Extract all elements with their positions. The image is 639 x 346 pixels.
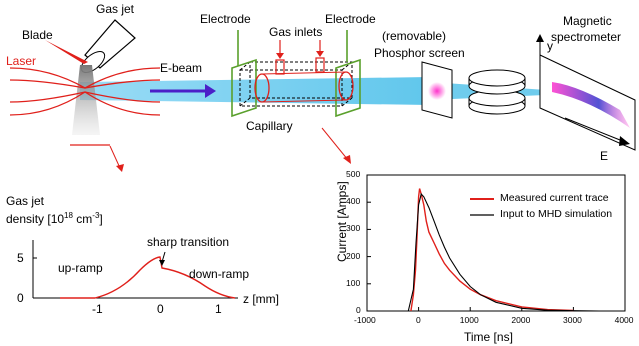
axis-y-label: y	[547, 39, 553, 53]
x-tick-label: -1000	[354, 315, 376, 325]
legend-measured: Measured current trace	[500, 192, 609, 204]
density-title-2: density [1018 cm-3]	[6, 211, 103, 226]
capillary-assembly	[231, 30, 361, 118]
spectrometer-label-2: spectrometer	[551, 30, 622, 44]
beam-spot	[428, 82, 446, 100]
density-plot	[32, 240, 238, 299]
up-ramp-label: up-ramp	[58, 261, 103, 275]
phosphor-label-2: Phosphor screen	[374, 46, 465, 60]
magnet	[468, 69, 526, 115]
gas-inlets-label: Gas inlets	[269, 25, 323, 39]
y-tick-label: 0	[356, 305, 361, 315]
y-tick-label: 500	[346, 169, 361, 179]
current-ylabel: Current [Amps]	[335, 181, 349, 262]
density-title-1: Gas jet	[6, 194, 45, 208]
blade-label: Blade	[22, 28, 53, 42]
ebeam-label: E-beam	[160, 61, 203, 75]
sharp-transition-label: sharp transition	[147, 235, 230, 249]
electrode-left-label: Electrode	[200, 12, 251, 26]
spectrometer-label-1: Magnetic	[563, 14, 612, 28]
current-xlabel: Time [ns]	[464, 330, 513, 344]
y-tick-label: 300	[346, 223, 361, 234]
laser-beam	[9, 67, 161, 116]
x-tick-label: 2000	[511, 315, 531, 325]
capillary-label: Capillary	[246, 119, 293, 133]
laser-label: Laser	[6, 54, 37, 68]
density-xtick-1: 1	[215, 302, 222, 316]
y-tick-label: 100	[346, 277, 361, 288]
x-tick-label: 3000	[563, 315, 582, 325]
density-xlabel: z [mm]	[243, 292, 279, 306]
y-tick-label: 200	[346, 250, 361, 261]
electron-beam	[80, 77, 450, 105]
x-tick-label: 4000	[614, 315, 634, 325]
x-tick-label: 1000	[459, 315, 479, 325]
y-tick-label: 400	[346, 196, 361, 207]
down-ramp-label: down-ramp	[189, 267, 250, 281]
mhd-input-line	[407, 192, 600, 312]
legend-mhd: Input to MHD simulation	[500, 208, 613, 220]
x-tick-label: 0	[416, 315, 421, 325]
phosphor-label-1: (removable)	[382, 29, 447, 43]
blade	[45, 40, 88, 64]
ebeam-arrow	[150, 84, 216, 98]
gas-jet-label: Gas jet	[96, 2, 135, 16]
density-xtick-m1: -1	[92, 302, 103, 316]
current-plot	[366, 174, 626, 312]
density-xtick-0: 0	[157, 302, 164, 316]
density-ytick-0: 0	[17, 291, 24, 305]
gas-plume	[72, 65, 100, 135]
axis-e-label: E	[600, 149, 609, 163]
density-ytick-5: 5	[17, 251, 24, 265]
electrode-right-label: Electrode	[325, 12, 376, 26]
gas-inlet-arrows	[279, 40, 321, 55]
density-curve	[60, 256, 236, 299]
spectrum-trace	[552, 82, 630, 128]
